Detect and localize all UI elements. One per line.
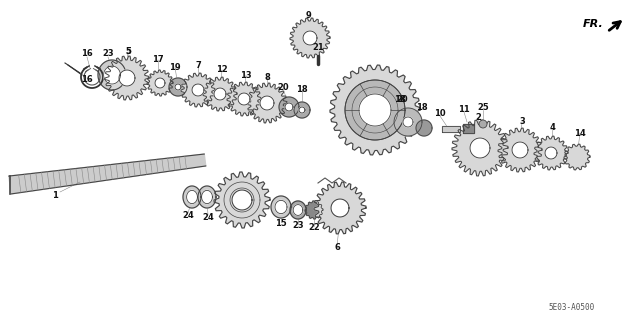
Polygon shape (293, 204, 303, 215)
Text: 22: 22 (308, 224, 320, 233)
Polygon shape (214, 172, 270, 228)
Text: FR.: FR. (583, 19, 604, 29)
Polygon shape (290, 18, 330, 58)
Polygon shape (175, 84, 181, 90)
Polygon shape (198, 186, 216, 208)
Polygon shape (275, 200, 287, 214)
Text: 11: 11 (458, 106, 470, 115)
Polygon shape (192, 84, 204, 96)
Polygon shape (303, 31, 317, 45)
Polygon shape (416, 120, 432, 136)
Text: 5: 5 (125, 48, 131, 56)
Polygon shape (442, 126, 460, 132)
Text: 23: 23 (292, 221, 304, 231)
Polygon shape (187, 190, 197, 204)
Text: 1: 1 (52, 190, 58, 199)
Polygon shape (299, 107, 305, 113)
Polygon shape (545, 147, 557, 159)
Text: 17: 17 (152, 56, 164, 64)
Polygon shape (394, 108, 422, 136)
Polygon shape (403, 117, 413, 127)
Polygon shape (331, 199, 349, 217)
Polygon shape (9, 154, 206, 194)
Text: 9: 9 (305, 11, 311, 19)
Polygon shape (119, 70, 135, 86)
Text: 23: 23 (102, 48, 114, 57)
Polygon shape (330, 65, 420, 155)
Polygon shape (169, 78, 187, 96)
Polygon shape (105, 56, 149, 100)
Polygon shape (98, 60, 126, 90)
Polygon shape (202, 190, 212, 204)
Polygon shape (512, 142, 528, 158)
Polygon shape (534, 136, 568, 170)
Text: 5: 5 (125, 48, 131, 56)
Polygon shape (155, 78, 165, 88)
Polygon shape (314, 182, 366, 234)
Text: 18: 18 (296, 85, 308, 94)
Polygon shape (227, 82, 261, 116)
Text: 8: 8 (264, 72, 270, 81)
Text: 24: 24 (182, 211, 194, 219)
Polygon shape (305, 201, 323, 219)
Text: 25: 25 (477, 103, 489, 113)
Polygon shape (271, 196, 291, 218)
Text: 7: 7 (195, 61, 201, 70)
Polygon shape (345, 80, 405, 140)
Polygon shape (203, 77, 237, 111)
Text: 18: 18 (416, 103, 428, 113)
Polygon shape (345, 80, 405, 140)
Circle shape (479, 120, 487, 128)
Polygon shape (285, 103, 293, 111)
Polygon shape (247, 83, 287, 123)
Text: 24: 24 (202, 212, 214, 221)
Text: 15: 15 (275, 219, 287, 228)
Polygon shape (564, 144, 590, 170)
Text: 10: 10 (434, 109, 446, 118)
Polygon shape (463, 124, 474, 133)
Polygon shape (232, 190, 252, 210)
Text: 16: 16 (81, 48, 93, 57)
Text: 21: 21 (312, 43, 324, 53)
Polygon shape (279, 97, 299, 117)
Polygon shape (498, 128, 542, 172)
Polygon shape (147, 70, 173, 96)
Polygon shape (290, 201, 306, 219)
Text: 12: 12 (216, 65, 228, 75)
Text: 14: 14 (574, 129, 586, 137)
Polygon shape (452, 120, 508, 176)
Text: 16: 16 (81, 76, 93, 85)
Text: 19: 19 (169, 63, 181, 71)
Polygon shape (260, 96, 274, 110)
Text: 20: 20 (277, 84, 289, 93)
Polygon shape (183, 186, 201, 208)
Text: 4: 4 (550, 123, 556, 132)
Text: 18: 18 (394, 94, 406, 103)
Polygon shape (214, 88, 226, 100)
Text: 2: 2 (475, 114, 481, 122)
Polygon shape (470, 138, 490, 158)
Polygon shape (181, 73, 215, 107)
Text: 5E03-A0500: 5E03-A0500 (549, 303, 595, 313)
Text: 6: 6 (334, 243, 340, 253)
Text: 20: 20 (396, 95, 408, 105)
Polygon shape (359, 94, 391, 126)
Polygon shape (294, 102, 310, 118)
Polygon shape (104, 66, 120, 84)
Text: 13: 13 (240, 70, 252, 79)
Text: 3: 3 (519, 117, 525, 127)
Polygon shape (359, 94, 391, 126)
Polygon shape (238, 93, 250, 105)
